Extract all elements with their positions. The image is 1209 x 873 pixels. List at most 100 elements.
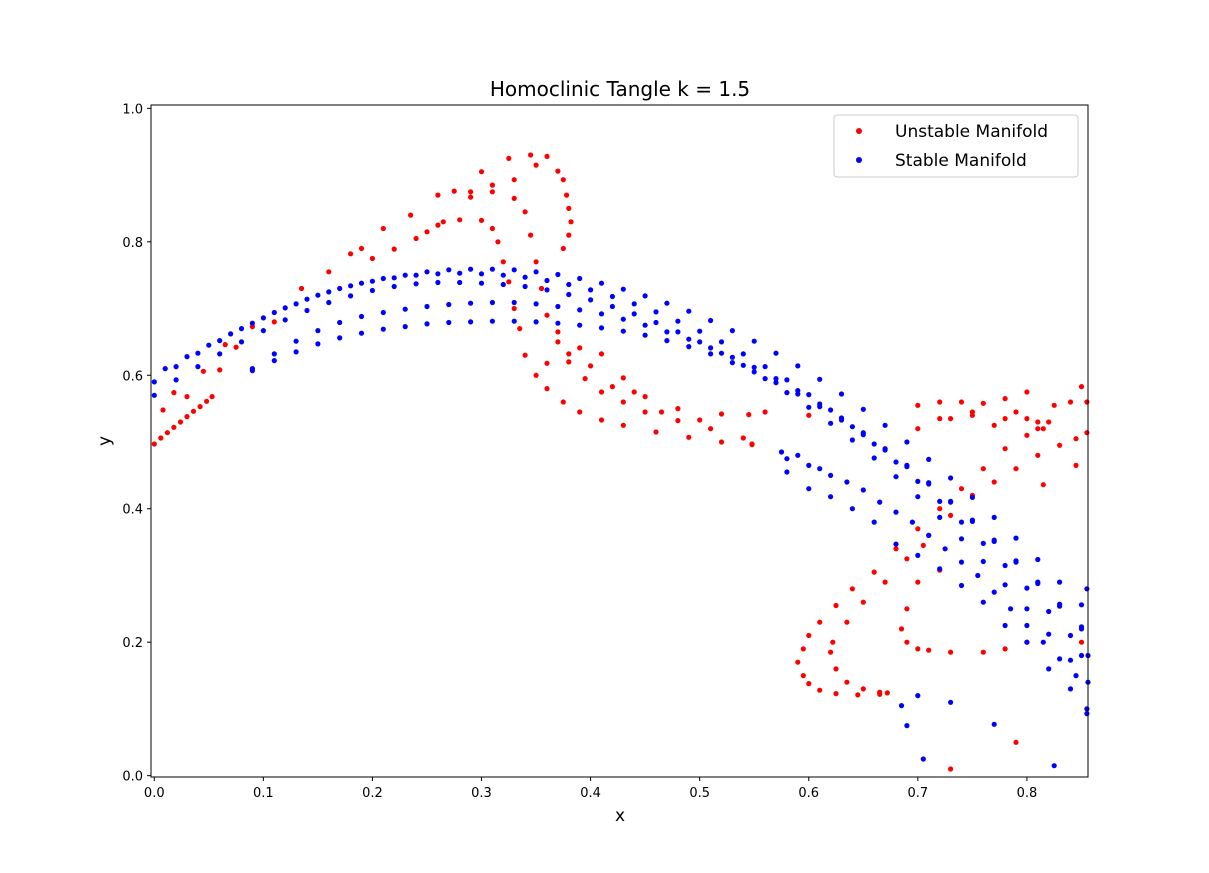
unstable-point (468, 194, 474, 200)
stable-point (849, 437, 856, 443)
unstable-point (564, 192, 570, 198)
stable-point (991, 537, 997, 543)
stable-manifold-series (151, 266, 1091, 769)
stable-point (849, 424, 856, 430)
stable-point (1046, 666, 1052, 672)
unstable-point (348, 251, 354, 257)
stable-point (1002, 622, 1008, 629)
unstable-point (489, 182, 495, 188)
stable-point (686, 344, 692, 350)
stable-point (315, 292, 321, 298)
stable-point (893, 541, 899, 547)
legend: Unstable Manifold Stable Manifold (833, 114, 1079, 178)
stable-point (577, 275, 583, 282)
stable-point (975, 572, 981, 579)
stable-point (751, 364, 757, 370)
unstable-point (1002, 446, 1008, 452)
stable-point (478, 271, 485, 277)
unstable-point (1073, 436, 1079, 442)
stable-point (784, 469, 790, 475)
stable-point (860, 430, 866, 436)
stable-point (708, 351, 714, 357)
unstable-point (582, 376, 588, 382)
stable-point (806, 404, 812, 410)
unstable-point (326, 269, 332, 275)
unstable-point (937, 399, 943, 405)
unstable-point (830, 639, 836, 645)
stable-point (751, 369, 757, 375)
unstable-point (980, 466, 986, 472)
stable-point (1013, 535, 1019, 541)
stable-point (762, 364, 768, 370)
stable-point (849, 506, 856, 512)
stable-point (817, 466, 823, 472)
stable-point (920, 756, 926, 762)
stable-point (904, 723, 910, 729)
stable-point (151, 379, 157, 385)
unstable-point (1046, 419, 1052, 425)
unstable-point (1067, 399, 1074, 405)
stable-point (609, 303, 616, 310)
stable-point (500, 272, 506, 278)
stable-point (773, 350, 779, 356)
data-points (151, 152, 1091, 772)
stable-point (566, 281, 572, 288)
stable-point (708, 317, 714, 324)
chart-title: Homoclinic Tangle k = 1.5 (490, 77, 750, 101)
stable-point (773, 376, 779, 382)
stable-point (838, 415, 845, 421)
stable-point (304, 296, 310, 302)
y-tick-label: 0.6 (122, 369, 143, 384)
unstable-point (871, 569, 877, 575)
unstable-point (1040, 426, 1046, 432)
unstable-point (817, 619, 823, 625)
stable-point (326, 299, 332, 306)
unstable-point (358, 245, 365, 252)
unstable-point (177, 419, 184, 425)
stable-point (598, 325, 605, 331)
unstable-point (1035, 419, 1041, 425)
unstable-point (271, 319, 277, 325)
stable-point (435, 271, 441, 277)
unstable-point (380, 225, 386, 232)
x-tick-label: 0.4 (580, 786, 601, 801)
stable-point (195, 364, 201, 370)
stable-point (238, 326, 245, 332)
unstable-point (544, 386, 550, 392)
unstable-point (500, 259, 506, 265)
unstable-point (566, 232, 572, 238)
stable-point (1024, 606, 1030, 612)
stable-point (1067, 686, 1074, 692)
stable-point (708, 345, 714, 351)
stable-point (511, 318, 517, 324)
stable-point (249, 320, 255, 326)
unstable-point (566, 205, 572, 211)
unstable-point (915, 579, 921, 585)
stable-point (718, 350, 725, 356)
stable-point (620, 328, 626, 334)
stable-point (675, 318, 681, 324)
unstable-point (468, 189, 474, 195)
stable-point (620, 316, 626, 322)
unstable-point (937, 506, 943, 512)
stable-point (838, 391, 845, 397)
stable-point (468, 266, 474, 272)
stable-point (446, 301, 452, 308)
stable-point (642, 322, 648, 328)
stable-point (369, 287, 375, 294)
plot-area: 0.0 0.1 0.2 0.3 0.4 0.5 0.6 0.7 0.8 0.0 0.2 0.4 0.6… (122, 102, 1091, 801)
stable-point (271, 358, 277, 364)
stable-point (217, 338, 223, 344)
unstable-point (1078, 639, 1085, 645)
unstable-point (1084, 430, 1090, 436)
unstable-point (620, 422, 626, 428)
unstable-point (151, 441, 157, 447)
unstable-point (424, 229, 430, 235)
stable-point (882, 446, 888, 452)
stable-point (238, 339, 245, 345)
stable-point (206, 342, 212, 348)
unstable-point (860, 686, 866, 692)
stable-point (898, 703, 905, 709)
stable-point (1084, 706, 1090, 712)
unstable-point (555, 168, 561, 174)
